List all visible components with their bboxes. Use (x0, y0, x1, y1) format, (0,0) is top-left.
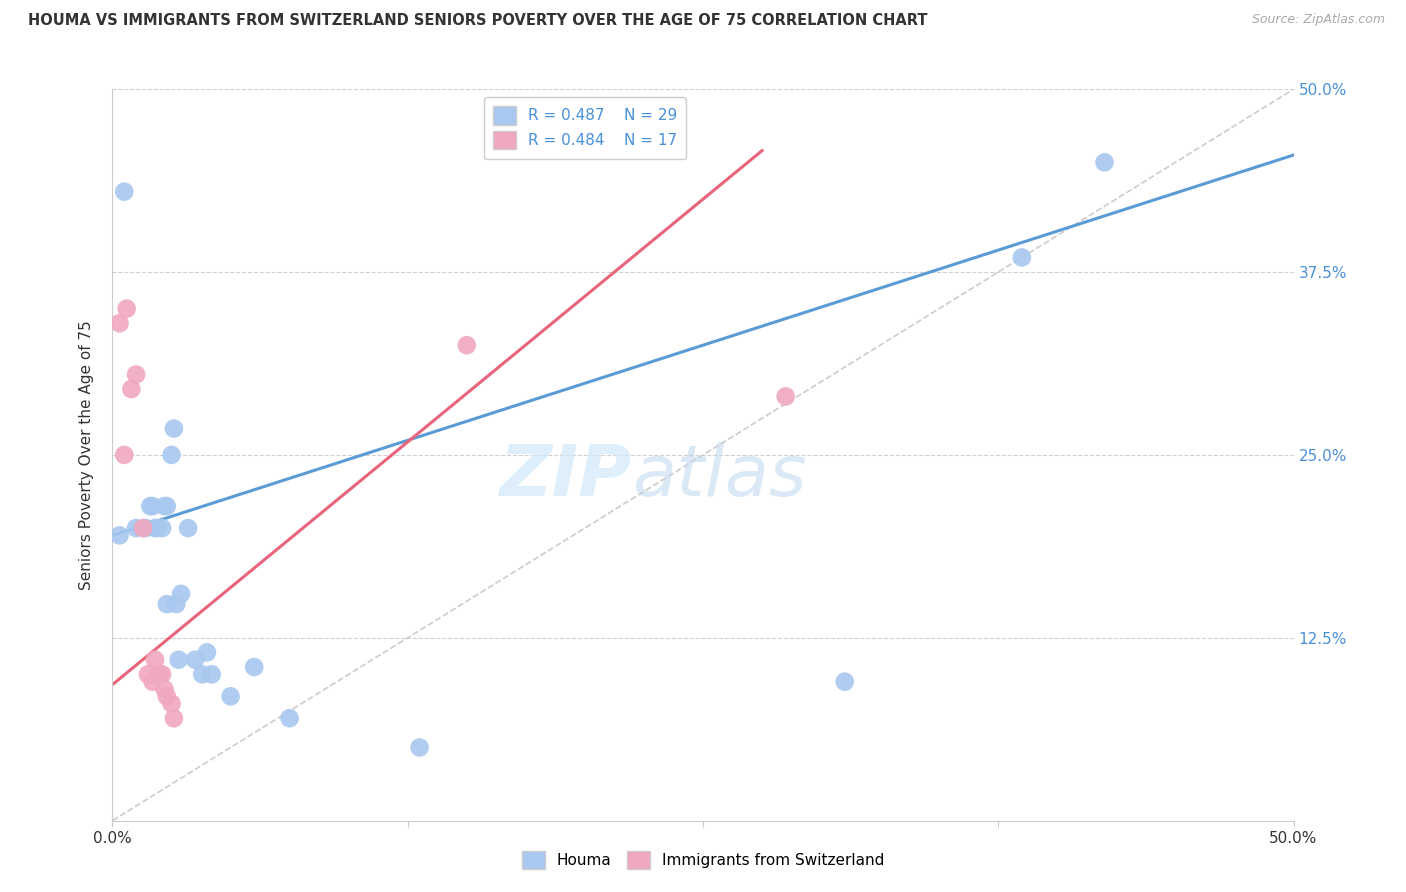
Point (142, 499, 165, 513)
Point (408, 740, 430, 755)
Point (153, 681, 176, 696)
Point (165, 597, 187, 611)
Point (456, 338, 478, 352)
Point (153, 499, 176, 513)
Point (160, 448, 183, 462)
Point (136, 667, 159, 681)
Point (160, 697, 183, 711)
Point (125, 368, 148, 382)
Point (108, 528, 131, 542)
Point (108, 316, 131, 330)
Point (163, 421, 186, 435)
Point (143, 521, 166, 535)
Point (112, 185, 135, 199)
Point (1011, 251, 1033, 265)
Point (132, 521, 155, 535)
Point (125, 521, 148, 535)
Point (156, 690, 179, 704)
Point (201, 667, 224, 681)
Point (115, 301, 138, 316)
Point (150, 667, 173, 681)
Point (177, 521, 200, 535)
Point (834, 674, 856, 689)
Point (191, 667, 214, 681)
Text: atlas: atlas (633, 442, 807, 511)
Legend: R = 0.487    N = 29, R = 0.484    N = 17: R = 0.487 N = 29, R = 0.484 N = 17 (484, 97, 686, 159)
Point (135, 521, 157, 535)
Point (775, 389, 797, 403)
Point (195, 645, 218, 659)
Point (156, 499, 179, 513)
Point (1094, 155, 1116, 169)
Point (278, 711, 301, 725)
Text: ZIP: ZIP (501, 442, 633, 511)
Point (243, 660, 266, 674)
Point (146, 521, 169, 535)
Point (184, 653, 207, 667)
Point (139, 499, 162, 513)
Point (163, 711, 186, 725)
Text: Source: ZipAtlas.com: Source: ZipAtlas.com (1251, 13, 1385, 27)
Point (149, 667, 172, 681)
Point (143, 653, 166, 667)
Point (150, 521, 173, 535)
Point (142, 674, 165, 689)
Point (120, 382, 142, 396)
Legend: Houma, Immigrants from Switzerland: Houma, Immigrants from Switzerland (516, 845, 890, 875)
Point (170, 587, 193, 601)
Point (156, 597, 179, 611)
Point (112, 448, 135, 462)
Point (219, 690, 242, 704)
Point (167, 653, 190, 667)
Y-axis label: Seniors Poverty Over the Age of 75: Seniors Poverty Over the Age of 75 (79, 320, 94, 590)
Text: HOUMA VS IMMIGRANTS FROM SWITZERLAND SENIORS POVERTY OVER THE AGE OF 75 CORRELAT: HOUMA VS IMMIGRANTS FROM SWITZERLAND SEN… (28, 13, 928, 29)
